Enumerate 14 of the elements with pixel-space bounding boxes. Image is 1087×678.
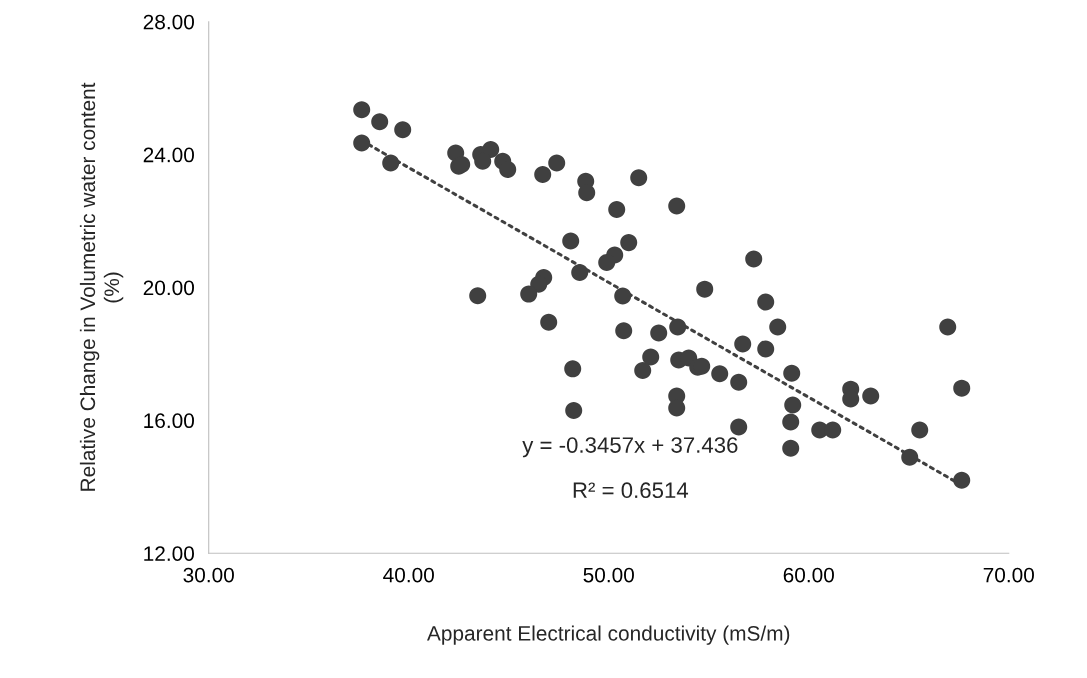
x-tick-label: 50.00: [583, 567, 634, 583]
x-tick-label: 70.00: [983, 567, 1034, 583]
x-tick-label: 60.00: [783, 567, 834, 583]
y-tick-label: 12.00: [144, 546, 195, 561]
x-tick-label: 30.00: [183, 567, 234, 583]
y-axis-title: Relative Change in Volumetric water content (%): [79, 82, 124, 491]
x-axis-title: Apparent Electrical conductivity (mS/m): [427, 625, 790, 645]
x-tick-label: 40.00: [383, 567, 434, 583]
y-tick-label: 24.00: [143, 147, 195, 163]
annotation: y = -0.3457x + 37.436: [522, 437, 738, 458]
y-tick-label: 20.00: [143, 280, 195, 296]
annotation: R² = 0.6514: [573, 482, 689, 499]
y-tick-label: 16.00: [144, 413, 195, 429]
y-tick-label: 28.00: [143, 14, 195, 30]
